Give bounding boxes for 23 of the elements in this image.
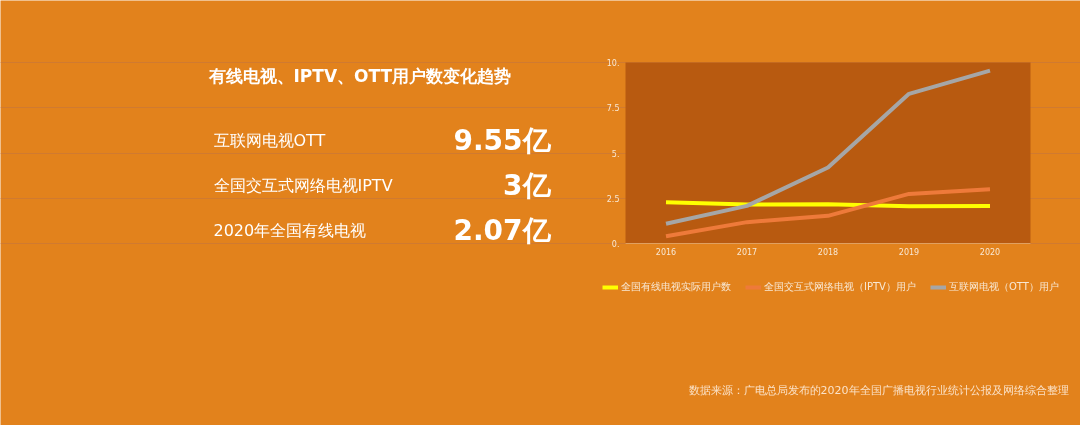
text: 2020年全国有线电视 <box>213 221 367 240</box>
text: 3亿 <box>503 169 552 202</box>
line-series <box>664 187 992 239</box>
y-tick-label: 7.5 <box>606 104 620 114</box>
text: 有线电视、IPTV、OTT用户数变化趋势 <box>207 65 512 86</box>
y-tick-label: 10. <box>606 59 620 68</box>
text: 互联网电视OTT <box>213 131 326 150</box>
x-tick-label: 2019 <box>898 248 920 257</box>
y-tick-label: 0. <box>611 240 620 249</box>
line-series <box>664 68 992 226</box>
text: 9.55亿 <box>453 124 552 157</box>
text: 2.07亿 <box>453 214 552 247</box>
y-tick-label: 5. <box>611 149 620 159</box>
legend-label: 互联网电视（OTT）用户 <box>948 280 1059 294</box>
legend-label: 全国交互式网络电视（IPTV）用户 <box>764 280 916 294</box>
legend-label: 全国有线电视实际用户数 <box>621 280 731 294</box>
x-tick-label: 2018 <box>817 248 839 257</box>
source-note: 数据来源：广电总局发布的2020年全国广播电视行业统计公报及网络综合整理 <box>688 384 1069 397</box>
x-tick-label: 2016 <box>655 248 677 257</box>
y-tick-label: 2.5 <box>606 194 620 204</box>
x-tick-label: 2020 <box>979 248 1001 257</box>
x-tick-label: 2017 <box>736 248 758 257</box>
text: 全国交互式网络电视IPTV <box>213 176 393 195</box>
